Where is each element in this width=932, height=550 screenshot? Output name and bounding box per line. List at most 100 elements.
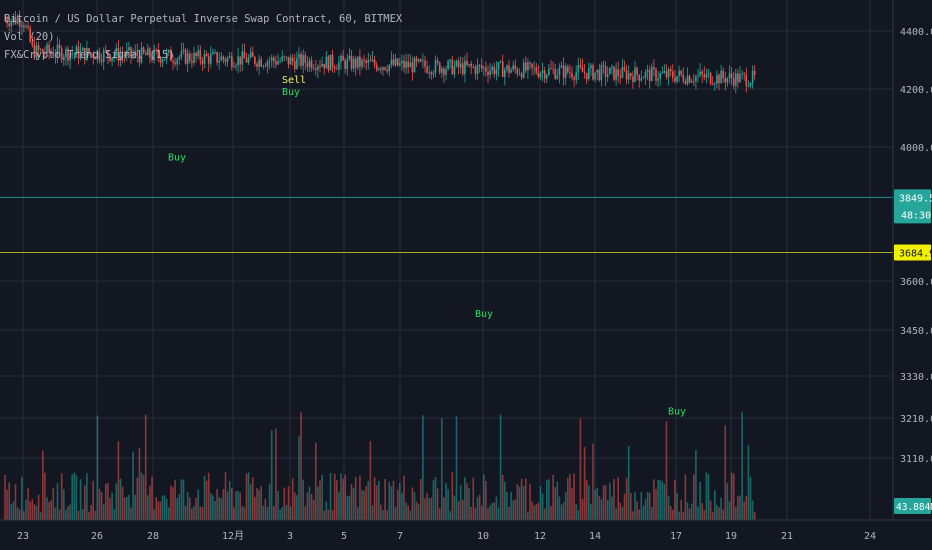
volume-bar bbox=[86, 473, 88, 520]
y-tick-label: 3110.0 bbox=[900, 454, 932, 465]
candle-body bbox=[697, 75, 699, 77]
volume-bar bbox=[499, 414, 502, 520]
candle-body bbox=[172, 60, 174, 63]
volume-bar bbox=[369, 441, 372, 520]
volume-bar bbox=[684, 474, 687, 520]
volume-bar bbox=[501, 474, 504, 520]
volume-bar bbox=[428, 498, 430, 520]
volume-bar bbox=[42, 450, 44, 520]
candle-body bbox=[632, 76, 634, 82]
volume-bar bbox=[653, 479, 655, 520]
candle-body bbox=[117, 47, 120, 61]
x-tick-label: 10 bbox=[477, 531, 489, 542]
volume-bar bbox=[480, 505, 483, 520]
volume-bar bbox=[638, 509, 640, 520]
volume-bar bbox=[315, 442, 317, 520]
candle-body bbox=[638, 74, 640, 81]
candle-body bbox=[378, 68, 380, 71]
candle-body bbox=[346, 59, 349, 70]
candle-body bbox=[264, 65, 267, 67]
candle-body bbox=[634, 67, 636, 82]
candle-body bbox=[707, 72, 710, 74]
candle-body bbox=[636, 67, 638, 75]
volume-bar bbox=[233, 507, 235, 520]
candle-body bbox=[501, 61, 504, 77]
volume-bar bbox=[189, 497, 191, 520]
price-axis-panel bbox=[893, 0, 932, 550]
candle-body bbox=[583, 72, 586, 73]
signal-label: Buy bbox=[475, 309, 493, 320]
candle-body bbox=[258, 59, 260, 67]
candle-body bbox=[197, 50, 199, 57]
volume-bar bbox=[451, 472, 454, 520]
volume-bar bbox=[352, 487, 355, 520]
candle-body bbox=[751, 70, 754, 84]
candle-body bbox=[279, 60, 281, 62]
candle-body bbox=[319, 66, 321, 67]
candle-body bbox=[609, 67, 611, 75]
volume-bar bbox=[243, 507, 246, 520]
candle-body bbox=[33, 44, 36, 59]
candle-body bbox=[504, 69, 506, 77]
volume-bar bbox=[123, 497, 126, 520]
candle-body bbox=[130, 47, 132, 56]
volume-bar bbox=[661, 481, 664, 520]
x-tick-label: 12月 bbox=[222, 530, 244, 542]
candle-body bbox=[224, 59, 227, 62]
volume-bar bbox=[745, 495, 748, 520]
candle-body bbox=[590, 65, 592, 69]
candle-body bbox=[123, 55, 126, 57]
candle-body bbox=[354, 58, 357, 68]
volume-bar bbox=[342, 478, 344, 520]
volume-bar bbox=[65, 509, 67, 520]
volume-bar bbox=[197, 489, 199, 520]
volume-bar bbox=[464, 477, 466, 520]
candle-body bbox=[48, 44, 50, 52]
candle-body bbox=[611, 66, 613, 68]
candle-body bbox=[226, 57, 229, 62]
candle-body bbox=[403, 60, 405, 68]
volume-bar bbox=[636, 501, 638, 520]
volume-bar bbox=[644, 499, 647, 520]
volume-bar bbox=[690, 503, 693, 520]
candle-body bbox=[113, 55, 115, 58]
candle-body bbox=[617, 69, 619, 76]
volume-bar bbox=[627, 445, 630, 520]
candle-body bbox=[615, 69, 617, 80]
candle-body bbox=[302, 55, 304, 66]
price-label: 3684.9 bbox=[899, 249, 932, 260]
candle-body bbox=[245, 58, 248, 63]
candle-body bbox=[128, 47, 130, 51]
candle-body bbox=[75, 46, 78, 54]
candle-body bbox=[222, 56, 225, 60]
candle-body bbox=[69, 53, 71, 61]
symbol-title[interactable]: Bitcoin / US Dollar Perpetual Inverse Sw… bbox=[4, 13, 403, 25]
volume-bar bbox=[590, 503, 592, 520]
candle-body bbox=[575, 72, 577, 80]
volume-bar bbox=[6, 489, 8, 520]
volume-bar bbox=[231, 488, 233, 520]
trend-indicator-title[interactable]: FX&Crypto Trend Signal (15) bbox=[4, 49, 175, 61]
volume-bar bbox=[153, 509, 155, 520]
volume-bar bbox=[336, 480, 338, 520]
volume-indicator-title[interactable]: Vol (20) bbox=[4, 31, 55, 43]
candle-body bbox=[165, 52, 168, 60]
candle-body bbox=[363, 59, 365, 61]
candle-body bbox=[289, 57, 292, 65]
volume-bar bbox=[642, 505, 645, 520]
candle-body bbox=[176, 59, 178, 65]
volume-bar bbox=[382, 510, 384, 520]
volume-bar bbox=[262, 505, 265, 520]
candle-body bbox=[254, 56, 256, 64]
candle-body bbox=[92, 53, 94, 58]
candle-body bbox=[168, 50, 170, 53]
candle-body bbox=[25, 26, 27, 28]
candle-body bbox=[147, 48, 149, 56]
candle-body bbox=[239, 56, 241, 65]
candle-body bbox=[161, 60, 164, 63]
candle-body bbox=[132, 54, 134, 56]
x-tick-label: 28 bbox=[147, 531, 159, 542]
candle-body bbox=[266, 61, 269, 67]
candle-body bbox=[102, 50, 105, 62]
